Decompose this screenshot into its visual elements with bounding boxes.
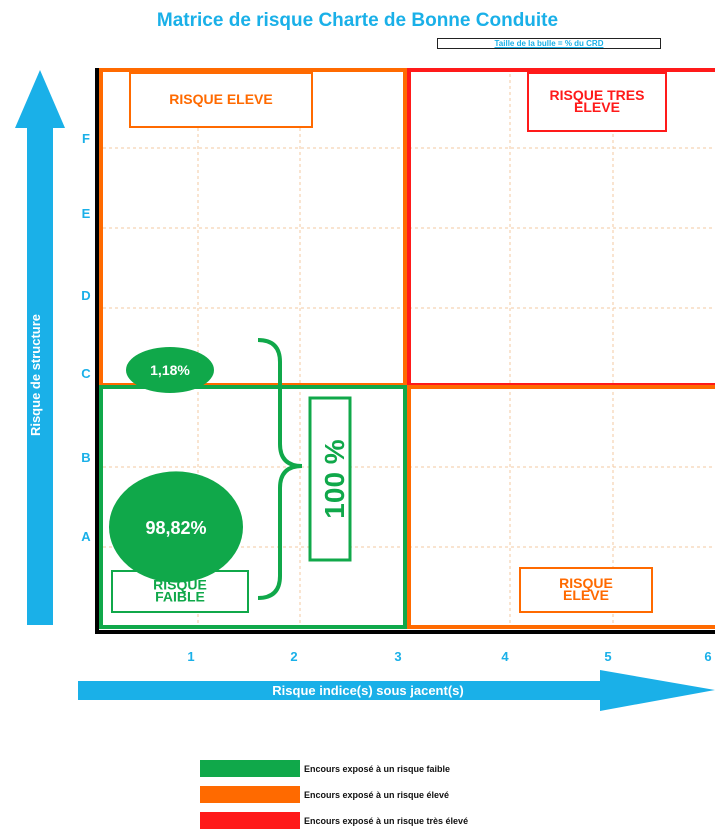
x-axis-label: Risque indice(s) sous jacent(s) bbox=[272, 683, 463, 698]
zone-label-high-top-text: RISQUE ELEVE bbox=[169, 91, 272, 107]
x-tick-label: 4 bbox=[501, 649, 509, 664]
y-axis-label: Risque de structure bbox=[28, 314, 43, 436]
y-axis-arrow bbox=[15, 70, 65, 625]
y-tick-label: B bbox=[81, 450, 90, 465]
zone-label-very-high-box bbox=[527, 72, 667, 132]
y-tick-label: A bbox=[81, 529, 91, 544]
zone-high-bottom-right bbox=[407, 385, 715, 629]
zone-label-high-top-box bbox=[129, 72, 313, 128]
bubble-size-note-text: Taille de la bulle = % du CRD bbox=[494, 39, 604, 48]
legend-item-low: Encours exposé à un risque faible bbox=[200, 760, 450, 777]
chart-title: Matrice de risque Charte de Bonne Condui… bbox=[156, 10, 559, 31]
legend-label-low: Encours exposé à un risque faible bbox=[304, 763, 451, 774]
bracket-label-box bbox=[308, 396, 352, 562]
bracket-shape bbox=[257, 338, 303, 600]
zone-label-high-bottom-text: RISQUE bbox=[559, 575, 613, 591]
bubble-label: 98,82% bbox=[145, 518, 206, 538]
legend-swatch-high bbox=[200, 786, 300, 803]
x-axis-arrow bbox=[78, 670, 715, 711]
legend-item-very-high: Encours exposé à un risque très élevé bbox=[200, 812, 468, 829]
legend-label-very-high: Encours exposé à un risque très élevé bbox=[304, 815, 469, 826]
zone-label-low-text: FAIBLE bbox=[155, 589, 205, 605]
x-tick-label: 5 bbox=[604, 649, 611, 664]
bubble-point bbox=[109, 471, 243, 583]
zone-label-very-high-text: RISQUE TRES bbox=[550, 87, 645, 103]
bubble-point bbox=[126, 347, 214, 393]
zone-low bbox=[99, 385, 407, 629]
y-tick-label: E bbox=[82, 206, 91, 221]
zone-label-high-bottom-box bbox=[519, 567, 653, 613]
legend-swatch-very-high bbox=[200, 812, 300, 829]
zone-label-very-high-text: ELEVE bbox=[574, 99, 620, 115]
bracket-label-text: 100 % bbox=[319, 439, 350, 518]
y-tick-label: F bbox=[82, 131, 90, 146]
legend-item-high: Encours exposé à un risque élevé bbox=[200, 786, 449, 803]
bubble-size-note: Taille de la bulle = % du CRD bbox=[437, 38, 661, 49]
bubble-label: 1,18% bbox=[150, 362, 190, 378]
legend-label-high: Encours exposé à un risque élevé bbox=[304, 789, 450, 800]
x-tick-label: 2 bbox=[290, 649, 297, 664]
legend-swatch-low bbox=[200, 760, 300, 777]
y-tick-label: C bbox=[81, 366, 91, 381]
x-tick-label: 1 bbox=[187, 649, 194, 664]
x-tick-label: 6 bbox=[704, 649, 711, 664]
zone-label-high-bottom-text: ELEVE bbox=[563, 587, 609, 603]
y-tick-label: D bbox=[81, 288, 90, 303]
x-tick-label: 3 bbox=[394, 649, 401, 664]
